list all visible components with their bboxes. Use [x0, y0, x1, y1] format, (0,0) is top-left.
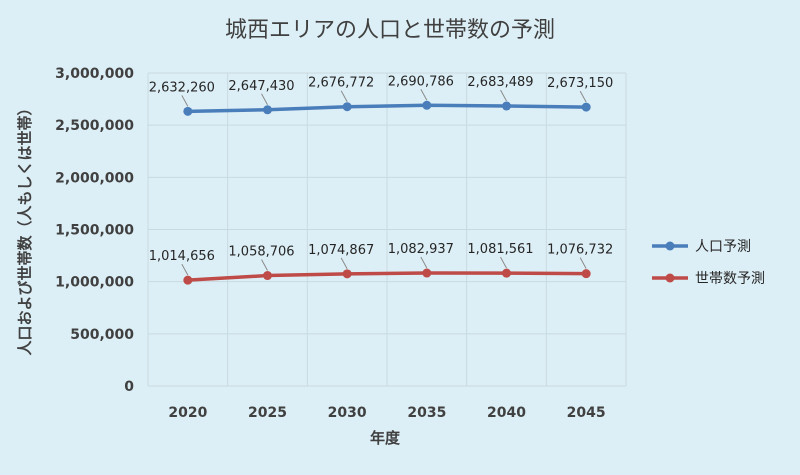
data-point [343, 102, 352, 111]
y-tick-label: 1,500,000 [55, 223, 134, 239]
data-point [183, 107, 192, 116]
y-axis-title: 人口および世帯数（人もしくは世帯） [16, 100, 34, 355]
data-point [343, 269, 352, 278]
data-point [422, 269, 431, 278]
data-label: 1,082,937 [388, 242, 454, 257]
data-label: 1,058,706 [228, 245, 294, 260]
legend-swatch-marker [666, 242, 675, 251]
label-leader-line [580, 91, 586, 102]
y-tick-label: 500,000 [70, 327, 134, 343]
legend-swatch-marker [666, 274, 675, 283]
x-axis-title: 年度 [370, 429, 401, 447]
label-leader-line [421, 257, 427, 268]
x-tick-label: 2020 [168, 405, 207, 421]
data-point [183, 276, 192, 285]
data-label: 1,014,656 [149, 249, 215, 264]
label-leader-line [262, 94, 268, 105]
data-label: 1,081,561 [467, 242, 533, 257]
data-point [502, 102, 511, 111]
data-point [263, 105, 272, 114]
label-leader-line [182, 95, 188, 106]
data-label: 1,074,867 [308, 243, 374, 258]
data-point [422, 101, 431, 110]
y-tick-label: 2,000,000 [55, 170, 134, 186]
data-point [502, 269, 511, 278]
data-label: 2,673,150 [547, 76, 613, 91]
legend-entry-label: 人口予測 [695, 239, 751, 255]
label-leader-line [262, 260, 268, 271]
data-label: 2,647,430 [228, 79, 294, 94]
data-label: 2,690,786 [388, 74, 454, 89]
x-tick-label: 2030 [328, 405, 367, 421]
data-labels: 2,632,260 2,647,430 2,676,772 2,690,786 2,68… [149, 74, 614, 264]
data-point [263, 271, 272, 280]
chart-title: 城西エリアの人口と世帯数の予測 [225, 18, 555, 43]
label-leader-line [182, 264, 188, 275]
data-label: 2,683,489 [467, 75, 533, 90]
label-leader-line [341, 91, 347, 102]
x-tick-label: 2040 [487, 405, 526, 421]
x-tick-label: 2045 [567, 405, 606, 421]
data-label: 2,632,260 [149, 80, 215, 95]
x-tick-label: 2025 [248, 405, 287, 421]
label-leader-line [580, 258, 586, 269]
x-axis-ticks: 2020 2025 2030 2035 2040 2045 [168, 405, 605, 421]
y-axis-ticks: 0 500,000 1,000,000 1,500,000 2,000,000 2,500… [55, 66, 134, 395]
label-leader-line [501, 257, 507, 268]
y-tick-label: 2,500,000 [55, 118, 134, 134]
label-leader-line [341, 258, 347, 269]
data-label: 1,076,732 [547, 243, 613, 258]
data-point [582, 269, 591, 278]
y-tick-label: 1,000,000 [55, 275, 134, 291]
label-leader-line [501, 90, 507, 101]
y-tick-label: 0 [124, 379, 134, 395]
data-point [582, 103, 591, 112]
data-label: 2,676,772 [308, 76, 374, 91]
gridlines [148, 73, 626, 386]
legend-entry-label: 世帯数予測 [695, 271, 765, 287]
label-leader-line [421, 89, 427, 100]
y-tick-label: 3,000,000 [55, 66, 134, 82]
x-tick-label: 2035 [407, 405, 446, 421]
